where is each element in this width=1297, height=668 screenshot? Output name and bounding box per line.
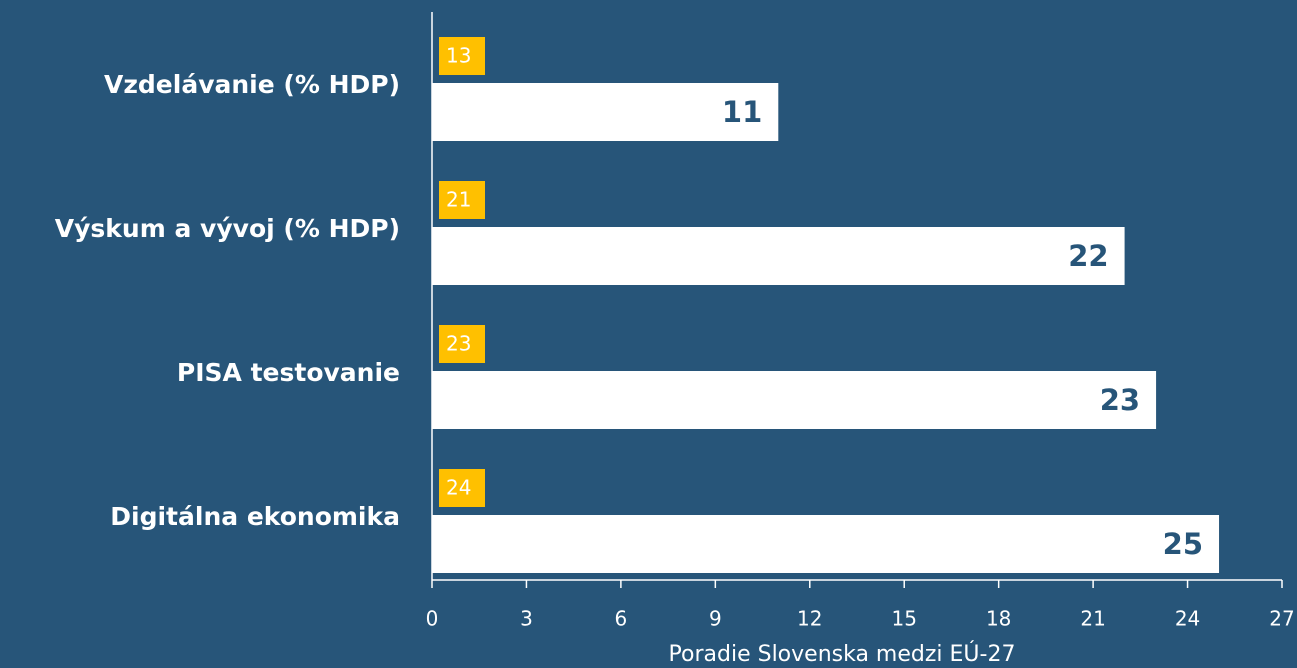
bar-value-label: 22 xyxy=(1068,239,1108,273)
bar xyxy=(432,515,1220,573)
x-tick-label: 9 xyxy=(709,607,722,631)
x-axis-title: Poradie Slovenska medzi EÚ-27 xyxy=(669,641,1016,667)
x-tick-label: 21 xyxy=(1080,607,1105,631)
x-tick-label: 3 xyxy=(520,607,533,631)
category-label: Digitálna ekonomika xyxy=(110,502,400,531)
rank-box-label: 24 xyxy=(446,476,471,500)
rank-box-label: 13 xyxy=(446,44,471,68)
x-tick-label: 12 xyxy=(797,607,822,631)
bar xyxy=(432,83,779,141)
x-tick-label: 6 xyxy=(615,607,628,631)
bar xyxy=(432,371,1157,429)
category-label: PISA testovanie xyxy=(177,358,400,387)
x-tick-label: 24 xyxy=(1175,607,1200,631)
bar-value-label: 23 xyxy=(1100,383,1140,417)
rank-box xyxy=(439,181,485,219)
x-tick-label: 18 xyxy=(986,607,1011,631)
bar-value-label: 11 xyxy=(722,95,762,129)
rank-box xyxy=(439,469,485,507)
x-tick-label: 27 xyxy=(1269,607,1294,631)
rank-box-label: 23 xyxy=(446,332,471,356)
bar xyxy=(432,227,1125,285)
x-tick-label: 0 xyxy=(426,607,439,631)
bar-value-label: 25 xyxy=(1163,527,1203,561)
rank-box-label: 21 xyxy=(446,188,471,212)
rank-box xyxy=(439,325,485,363)
rank-box xyxy=(439,37,485,75)
x-tick-label: 15 xyxy=(891,607,916,631)
category-label: Výskum a vývoj (% HDP) xyxy=(55,214,400,243)
category-label: Vzdelávanie (% HDP) xyxy=(104,70,400,99)
